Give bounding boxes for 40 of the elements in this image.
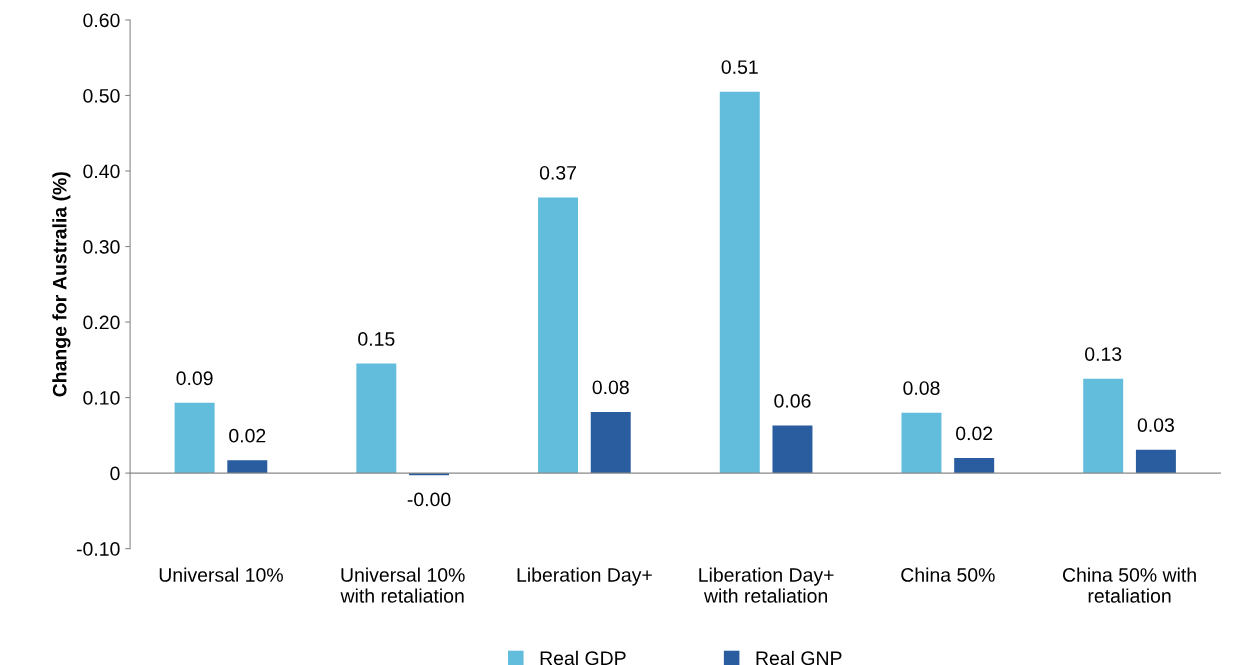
y-tick-label: 0 — [110, 466, 120, 481]
data-label: 0.08 — [592, 380, 629, 395]
data-label: 0.03 — [1137, 418, 1174, 432]
y-axis-title: Change for Australia (%) — [52, 172, 71, 397]
data-label: 0.37 — [539, 165, 576, 180]
data-label: 0.15 — [358, 332, 395, 346]
y-tick-label: 0.30 — [83, 239, 120, 254]
bar — [174, 402, 215, 474]
legend-label: Real GDP — [540, 650, 626, 665]
x-tick-label: China 50% with retaliation — [1062, 567, 1196, 603]
bar — [772, 425, 813, 474]
y-tick-label: 0.20 — [83, 315, 120, 330]
bar — [1083, 378, 1124, 474]
x-tick-label: Liberation Day+ with retaliation — [699, 567, 834, 603]
y-tick-label: -0.10 — [76, 542, 120, 556]
x-tick-label: China 50% — [901, 567, 995, 582]
bar — [227, 460, 268, 474]
bar — [538, 197, 579, 474]
data-label: 0.08 — [903, 381, 940, 395]
bar — [719, 91, 760, 474]
bar — [901, 412, 942, 474]
data-label: -0.00 — [407, 492, 451, 507]
bar — [590, 411, 631, 474]
bar — [1135, 449, 1176, 474]
data-label: 0.02 — [956, 426, 993, 441]
legend-label: Real GNP — [756, 650, 842, 665]
x-tick-label: Liberation Day+ — [517, 567, 652, 586]
data-label: 0.02 — [229, 428, 266, 443]
y-tick-label: 0.10 — [83, 391, 120, 405]
data-label: 0.51 — [721, 60, 758, 74]
bar — [954, 458, 995, 474]
x-tick-label: Universal 10% — [159, 567, 283, 582]
bar — [356, 363, 397, 474]
y-tick-label: 0.60 — [83, 13, 120, 28]
data-label: 0.09 — [176, 371, 213, 386]
y-tick-label: 0.50 — [83, 88, 120, 103]
x-tick-label: Universal 10% with retaliation — [340, 567, 465, 603]
data-label: 0.06 — [774, 394, 811, 408]
data-label: 0.13 — [1085, 347, 1122, 361]
y-tick-label: 0.40 — [83, 164, 120, 179]
